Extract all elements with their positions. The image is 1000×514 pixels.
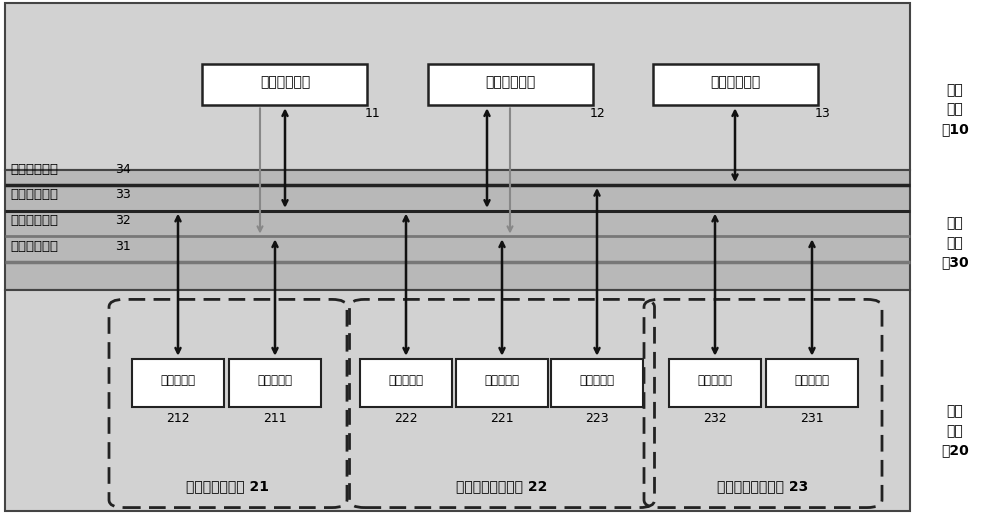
Text: 232: 232 [703, 412, 727, 425]
Text: 顶层联锁网络: 顶层联锁网络 [10, 189, 58, 201]
Text: 过程控制器: 过程控制器 [484, 374, 520, 387]
Text: 31: 31 [115, 240, 131, 253]
Text: 顶层: 顶层 [947, 83, 963, 97]
Text: 低温冷却控制系统 22: 低温冷却控制系统 22 [456, 479, 548, 493]
Text: 12: 12 [590, 106, 605, 120]
Text: 顶层安全系统: 顶层安全系统 [710, 75, 760, 89]
Bar [202, 64, 367, 105]
Bar [132, 359, 224, 407]
Bar [551, 359, 643, 407]
Text: 层10: 层10 [941, 122, 969, 136]
Text: 制冷机控制系统 21: 制冷机控制系统 21 [186, 479, 270, 493]
Text: 222: 222 [394, 412, 418, 425]
Text: 监控: 监控 [947, 102, 963, 117]
Text: 顶层安全网络: 顶层安全网络 [10, 163, 58, 176]
Text: 安全控制器: 安全控制器 [580, 374, 614, 387]
Text: 联锁控制器: 联锁控制器 [698, 374, 732, 387]
Bar [5, 3, 910, 170]
Text: 层30: 层30 [941, 255, 969, 270]
Text: 低温辅助控制系统 23: 低温辅助控制系统 23 [717, 479, 809, 493]
Text: 13: 13 [815, 106, 830, 120]
Text: 层20: 层20 [941, 443, 969, 457]
Bar [5, 170, 910, 290]
Text: 221: 221 [490, 412, 514, 425]
Text: 低温内部网络: 低温内部网络 [10, 240, 58, 253]
Text: 过程控制器: 过程控制器 [794, 374, 830, 387]
Bar [360, 359, 452, 407]
Text: 网络: 网络 [947, 236, 963, 250]
Text: 通信: 通信 [947, 216, 963, 231]
Text: 11: 11 [365, 106, 380, 120]
Text: 现场控制网络: 现场控制网络 [10, 214, 58, 227]
Text: 联锁控制器: 联锁控制器 [160, 374, 196, 387]
Text: 现场: 现场 [947, 404, 963, 418]
Text: 231: 231 [800, 412, 824, 425]
Text: 223: 223 [585, 412, 609, 425]
Text: 33: 33 [115, 189, 131, 201]
Bar [428, 64, 592, 105]
Text: 212: 212 [166, 412, 190, 425]
Text: 过程控制器: 过程控制器 [258, 374, 292, 387]
Text: 211: 211 [263, 412, 287, 425]
Bar [652, 64, 818, 105]
Text: 顶层联锁系统: 顶层联锁系统 [485, 75, 535, 89]
Bar [5, 290, 910, 511]
Bar [669, 359, 761, 407]
Bar [766, 359, 858, 407]
Bar [229, 359, 321, 407]
Text: 联锁控制器: 联锁控制器 [388, 374, 424, 387]
Text: 控制: 控制 [947, 424, 963, 438]
Text: 顶层控制系统: 顶层控制系统 [260, 75, 310, 89]
Text: 32: 32 [115, 214, 131, 227]
Bar [456, 359, 548, 407]
Text: 34: 34 [115, 163, 131, 176]
